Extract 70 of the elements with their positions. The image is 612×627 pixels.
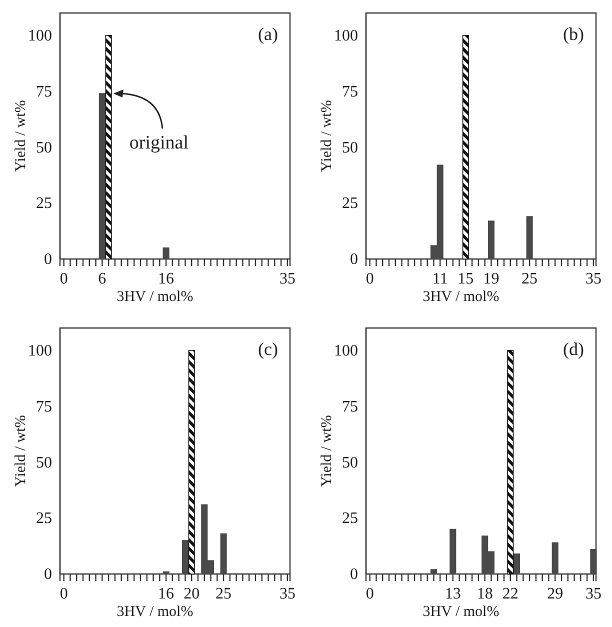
y-tick-label: 0 [44,251,52,268]
bar [450,528,456,574]
y-axis-title: Yield / wt% [319,100,335,172]
y-tick-label: 100 [334,27,358,44]
x-tick-label: 0 [60,270,68,288]
bar [98,93,106,260]
x-tick-label: 35 [279,585,296,602]
x-tick-label: 0 [60,585,68,602]
x-tick-label: 29 [547,585,564,602]
x-tick-label: 19 [483,270,500,288]
y-tick-label: 25 [342,195,358,212]
y-tick-label: 75 [36,83,52,100]
y-tick-label: 50 [342,454,358,472]
y-axis-title: Yield / wt% [319,415,335,487]
x-axis-title: 3HV / mol% [116,289,194,305]
x-tick-label: 25 [216,585,232,602]
annotation: original [129,132,189,154]
x-tick-label: 35 [585,585,602,602]
y-tick-label: 0 [350,566,358,584]
bar [430,569,437,574]
x-tick-label: 0 [366,585,374,602]
x-tick-label: 0 [366,270,374,288]
x-tick-label: 16 [158,270,174,288]
bar [162,571,170,574]
x-tick-label: 35 [279,270,296,288]
y-tick-label: 25 [36,510,52,528]
y-tick-label: 0 [44,566,52,584]
bar [462,34,469,260]
y-axis-title: Yield / wt% [13,100,29,172]
y-tick-label: 75 [36,398,52,416]
bar [552,542,558,574]
x-axis-title: 3HV / mol% [116,604,194,620]
bar [507,350,514,574]
bar [162,247,170,260]
bar [182,540,188,574]
y-tick-label: 50 [342,139,358,156]
x-tick-label: 6 [98,270,106,288]
x-tick-label: 15 [458,270,474,288]
y-axis-title: Yield / wt% [13,415,29,487]
text: (c) [258,339,278,359]
x-tick-label: 18 [476,585,493,602]
bar [220,533,227,574]
x-tick-label: 13 [444,585,461,602]
y-tick-label: 75 [342,83,358,100]
bar [105,34,112,260]
y-tick-label: 100 [334,342,358,360]
text: (b) [563,24,584,44]
x-tick-label: 25 [522,270,538,288]
x-axis-title: 3HV / mol% [422,289,500,305]
x-tick-label: 20 [184,585,200,602]
bar [514,553,520,574]
bar [590,549,597,574]
y-tick-label: 100 [28,342,52,360]
y-tick-label: 100 [28,27,52,44]
y-tick-label: 75 [342,398,358,416]
bar [488,220,494,260]
x-axis-title: 3HV / mol% [422,604,500,620]
text: (d) [563,339,584,359]
y-tick-label: 50 [36,454,52,472]
bar [526,216,533,260]
y-tick-label: 50 [36,139,52,156]
x-tick-label: 22 [502,585,518,602]
x-tick-label: 16 [158,585,174,602]
bar [188,350,195,574]
text: (a) [258,24,278,44]
x-tick-label: 11 [432,270,448,288]
y-tick-label: 25 [342,510,358,528]
y-tick-label: 0 [350,251,358,268]
y-tick-label: 25 [36,195,52,212]
x-tick-label: 35 [585,270,602,288]
